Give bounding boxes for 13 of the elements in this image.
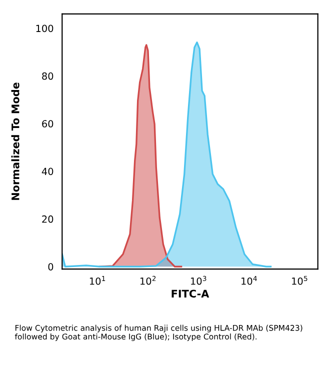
x-tick-label: 10$^{2}$ (140, 276, 156, 285)
y-tick-label: 100 (36, 24, 54, 32)
x-tick-label: 10$^{4}$ (242, 276, 257, 285)
x-tick-label: 10$^{1}$ (90, 276, 106, 285)
y-tick-label: 60 (42, 120, 54, 128)
y-tick-label: 0 (48, 263, 54, 270)
y-tick-label: 40 (42, 168, 54, 176)
x-tick-label: 10$^{5}$ (292, 276, 308, 285)
y-axis-title: Normalized To Mode (11, 82, 20, 200)
x-tick-label: 10$^{3}$ (191, 276, 206, 285)
y-tick-label: 20 (42, 215, 54, 223)
x-axis-title: FITC-A (172, 290, 210, 298)
y-tick-label: 80 (42, 72, 54, 80)
